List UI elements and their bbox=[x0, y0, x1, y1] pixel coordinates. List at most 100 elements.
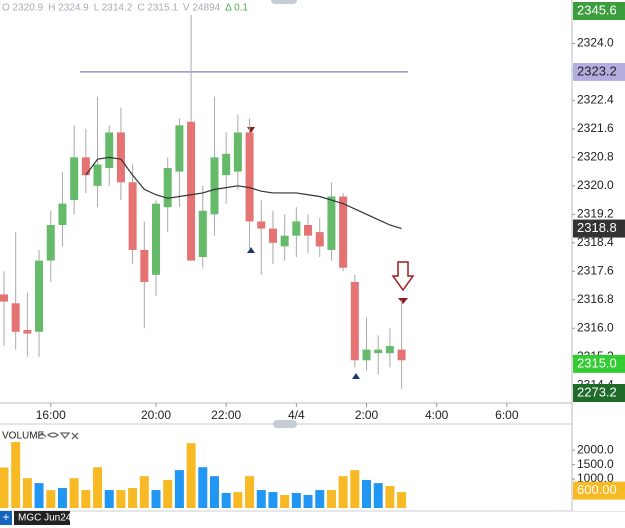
alert-arrow bbox=[391, 261, 415, 292]
x-tick-label: 6:00 bbox=[495, 408, 519, 422]
collapse-icon[interactable] bbox=[37, 432, 47, 438]
y-tick-label: 2316.0 bbox=[577, 320, 614, 334]
y-tick-label: 2322.4 bbox=[577, 93, 614, 107]
candle-body bbox=[362, 349, 371, 361]
volume-bar bbox=[303, 494, 313, 508]
volume-bar bbox=[81, 490, 91, 508]
candle-body bbox=[187, 121, 196, 261]
panel-handle[interactable] bbox=[271, 0, 297, 4]
candle-body bbox=[93, 164, 102, 186]
price-label-box bbox=[573, 384, 625, 402]
volume-bar bbox=[163, 479, 173, 508]
volume-bar bbox=[291, 492, 301, 508]
volume-label: 600.00 bbox=[577, 482, 617, 497]
x-tick-label: 4/4 bbox=[288, 408, 305, 422]
candle-body bbox=[152, 203, 161, 275]
y-tick-label: 2321.6 bbox=[577, 121, 614, 135]
candle-body bbox=[268, 228, 277, 243]
volume-bar bbox=[11, 442, 21, 508]
candle-body bbox=[257, 221, 266, 229]
candle-body bbox=[163, 168, 172, 208]
candle-body bbox=[35, 260, 44, 332]
y-tick-label: 2320.8 bbox=[577, 150, 614, 164]
price-label: 2273.2 bbox=[577, 384, 617, 399]
pane-handle[interactable] bbox=[273, 420, 297, 428]
candle-body bbox=[105, 132, 114, 169]
candle-body bbox=[350, 281, 359, 361]
volume-bar bbox=[198, 467, 208, 508]
x-tick-label: 16:00 bbox=[36, 408, 66, 422]
volume-bar bbox=[315, 490, 325, 508]
volume-bar bbox=[397, 492, 407, 508]
price-label: 2315.0 bbox=[577, 355, 617, 370]
candle-body bbox=[128, 182, 137, 250]
candle-body bbox=[140, 249, 149, 282]
volume-bar bbox=[128, 488, 138, 508]
x-tick-label: 4:00 bbox=[425, 408, 449, 422]
volume-bar bbox=[385, 486, 395, 508]
candle-body bbox=[0, 294, 8, 302]
candle-body bbox=[397, 349, 406, 361]
volume-bar bbox=[151, 490, 161, 508]
y-tick-label: 2320.0 bbox=[577, 178, 614, 192]
volume-bar bbox=[326, 490, 336, 508]
settings-icon[interactable] bbox=[59, 432, 71, 440]
header-item: C 2315.1 bbox=[137, 3, 178, 14]
volume-bar bbox=[57, 488, 67, 508]
candle-body bbox=[292, 221, 301, 236]
candle-body bbox=[374, 349, 383, 354]
volume-bar bbox=[116, 490, 126, 508]
price-label-box bbox=[573, 2, 625, 20]
volume-bar bbox=[373, 483, 383, 508]
candle-body bbox=[280, 235, 289, 247]
x-tick-label: 20:00 bbox=[141, 408, 171, 422]
volume-bar bbox=[350, 470, 360, 508]
candle-body bbox=[198, 210, 207, 258]
y-tick-label: 2324.0 bbox=[577, 36, 614, 50]
average-line bbox=[85, 156, 402, 230]
candle-body bbox=[116, 132, 125, 183]
candle-body bbox=[175, 125, 184, 172]
candle-body bbox=[210, 157, 219, 215]
volume-bar bbox=[139, 476, 149, 508]
candle-body bbox=[11, 303, 20, 332]
header-item: Δ 0.1 bbox=[225, 3, 248, 14]
price-axis bbox=[572, 0, 625, 511]
candle-body bbox=[23, 330, 32, 334]
v-tick-label: 1500.0 bbox=[577, 457, 614, 471]
y-tick-label: 2317.6 bbox=[577, 263, 614, 277]
volume-tools[interactable] bbox=[37, 432, 79, 440]
sell-marker bbox=[398, 298, 408, 304]
x-tick-label: 2:00 bbox=[355, 408, 379, 422]
price-label: 2318.8 bbox=[577, 220, 617, 235]
add-icon[interactable]: + bbox=[2, 510, 9, 524]
close-icon[interactable] bbox=[71, 432, 79, 440]
symbol-label[interactable]: MGC Jun24 bbox=[18, 513, 72, 524]
y-tick-label: 2319.2 bbox=[577, 206, 614, 220]
volume-bar bbox=[186, 443, 196, 508]
eye-icon[interactable] bbox=[46, 432, 60, 438]
x-tick-label: 22:00 bbox=[211, 408, 241, 422]
symbol-tab[interactable] bbox=[14, 511, 70, 525]
candle-body bbox=[222, 153, 231, 176]
price-label: 2323.2 bbox=[577, 63, 617, 78]
volume-bar bbox=[93, 467, 103, 508]
volume-bar bbox=[256, 490, 266, 508]
price-label-box bbox=[573, 62, 625, 81]
volume-bar bbox=[209, 476, 219, 508]
volume-bar bbox=[233, 492, 243, 508]
volume-bar bbox=[174, 470, 184, 508]
candle-body bbox=[245, 132, 254, 222]
candle-body bbox=[339, 196, 348, 268]
candle-body bbox=[304, 224, 313, 236]
volume-bar bbox=[280, 494, 290, 508]
volume-title: VOLUME bbox=[2, 431, 45, 442]
volume-bar bbox=[0, 467, 9, 508]
candle-body bbox=[58, 203, 67, 225]
add-button[interactable] bbox=[0, 511, 12, 525]
volume-bar bbox=[245, 476, 255, 508]
volume-bar bbox=[268, 492, 278, 508]
price-label-box bbox=[573, 354, 625, 373]
candle-body bbox=[70, 157, 79, 201]
